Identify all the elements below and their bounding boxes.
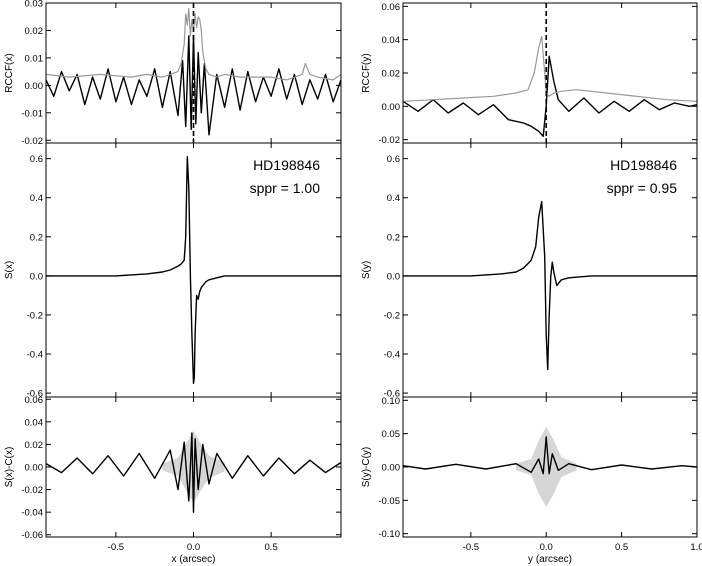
panel-resid-y: -0.10 -0.05 0.00 0.05 0.10 -0.5 0.0 0.5 1.0 S(y)-… [361,396,702,565]
y-tick-label: -0.6 [384,389,400,400]
panel-rccf-x: -0.02 -0.01 0.00 0.01 0.02 0.03 RCCF(x) [4,0,342,147]
series-line-0 [402,436,698,475]
y-tick-label: 0.0 [30,271,43,282]
x-axis-label: x (arcsec) [172,554,216,565]
series-line-1 [402,35,698,102]
y-tick-label: 0.03 [25,0,44,10]
y-tick-label: -0.05 [378,496,400,507]
y-axis-label: RCCF(x) [4,53,15,92]
series-line-0 [402,55,698,138]
x-tick-label: -0.5 [463,542,479,553]
left-star-name: HD198846 [253,157,320,173]
y-tick-label: -0.2 [27,310,43,321]
right-sppr-label: sppr = 0.95 [607,180,678,196]
y-axis-label: S(x) [4,261,15,279]
panel-rccf-y: -0.02 0.00 0.02 0.04 0.06 RCCF(y) [361,2,698,146]
y-tick-label: 0.6 [387,154,400,165]
y-tick-label: -0.02 [378,135,400,146]
panel-frame [402,2,698,144]
y-tick-label: -0.01 [21,108,43,119]
panel-sx: -0.6 -0.4 -0.2 0.0 0.2 0.4 0.6 S(x) [4,142,342,400]
y-tick-label: -0.02 [21,485,43,496]
x-tick-label: 0.0 [187,542,200,553]
y-tick-label: 0.4 [30,193,43,204]
y-tick-label: 0.0 [387,271,400,282]
uncertainty-band [162,430,225,504]
y-tick-label: 0.04 [382,35,401,46]
panel-resid-x: -0.06 -0.04 -0.02 0.00 0.02 0.04 0.06 -0.5 0.0 0.… [4,395,342,565]
y-tick-label: 0.02 [25,440,44,451]
series-line-0 [45,432,342,513]
y-tick-label: 0.05 [382,429,401,440]
y-tick-label: -0.6 [27,389,43,400]
y-tick-label: 0.02 [25,26,44,37]
y-tick-label: -0.4 [27,350,43,361]
y-tick-label: -0.06 [21,530,43,541]
x-tick-label: 0.5 [615,542,628,553]
y-tick-label: 0.06 [25,395,44,406]
x-axis-label: y (arcsec) [528,554,572,565]
x-tick-label: 1.0 [690,542,702,553]
y-tick-label: -0.10 [378,529,400,540]
y-tick-label: 0.00 [25,463,44,474]
y-tick-label: -0.4 [384,350,400,361]
y-tick-label: 0.00 [382,102,401,113]
y-tick-label: 0.06 [382,2,401,13]
right-star-name: HD198846 [610,157,677,173]
y-tick-label: 0.01 [25,53,44,64]
x-tick-label: -0.5 [108,542,124,553]
x-tick-label: 0.5 [265,542,278,553]
y-tick-label: -0.2 [384,310,400,321]
y-tick-label: 0.2 [30,232,43,243]
y-tick-label: 0.00 [382,463,401,474]
series-line-0 [403,200,697,371]
y-tick-label: 0.4 [387,193,400,204]
y-tick-label: -0.04 [21,508,43,519]
y-axis-label: S(y)-C(y) [361,447,372,488]
y-tick-label: 0.02 [382,69,401,80]
uncertainty-band [516,427,577,507]
y-tick-label: 0.10 [382,396,401,407]
y-axis-label: S(x)-C(x) [4,447,15,488]
left-sppr-label: sppr = 1.00 [250,180,321,196]
panels: -0.02-0.010.000.010.020.03RCCF(x)-0.6-0.… [4,0,702,565]
x-tick-label: 0.0 [540,542,553,553]
series-line-0 [46,155,341,384]
y-tick-label: 0.00 [25,81,44,92]
y-tick-label: 0.2 [387,232,400,243]
series-line-1 [45,7,342,81]
y-tick-label: 0.04 [25,417,44,428]
y-tick-label: 0.6 [30,154,43,165]
y-axis-label: S(y) [361,261,372,279]
y-tick-label: -0.02 [21,136,43,147]
y-axis-label: RCCF(y) [361,53,372,92]
